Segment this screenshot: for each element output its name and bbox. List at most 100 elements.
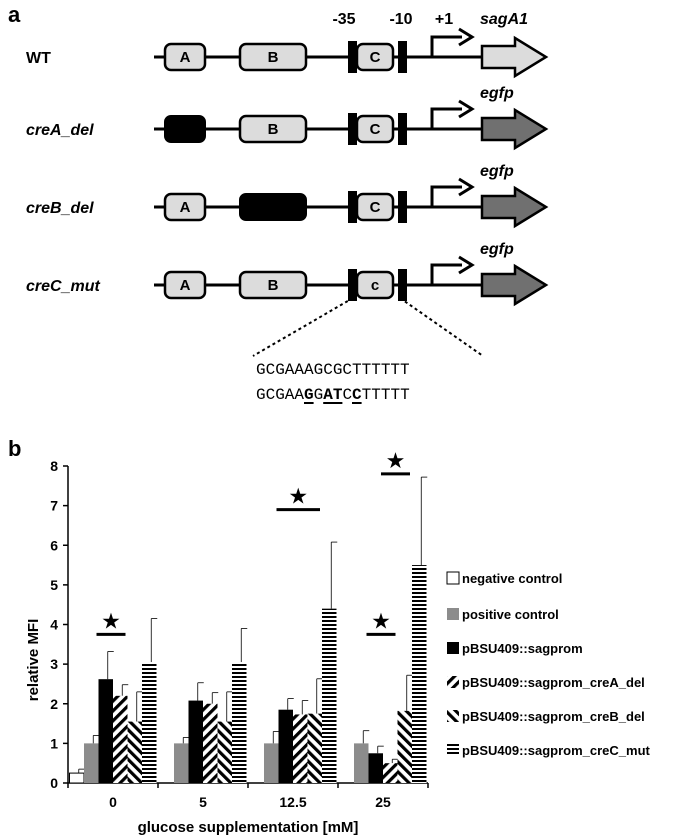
significance-star: ★: [101, 609, 121, 634]
box-c: [355, 42, 395, 72]
promoter-minus-35: [348, 41, 357, 73]
tss-arrow: [430, 35, 462, 57]
box-b: [238, 114, 308, 144]
gene-arrow: [480, 263, 549, 307]
box-a-label: A: [180, 49, 191, 66]
tss-arrow: [430, 107, 462, 129]
gene-arrow: [480, 35, 549, 79]
sequence-segment: C: [342, 386, 352, 404]
bar-pBSU409::sagprom_creB_del-12.5: [307, 713, 322, 783]
x-tick-label: 12.5: [279, 794, 306, 810]
bar-pBSU409::sagprom_creC_mut-25: [412, 565, 427, 783]
y-tick-label: 5: [50, 577, 58, 593]
zoom-line-right: [399, 297, 484, 357]
y-tick-label: 8: [50, 458, 58, 474]
box-a: [163, 270, 207, 300]
promoter-minus-10: [398, 269, 407, 301]
gene-label: sagA1: [480, 11, 528, 28]
x-axis-label: glucose supplementation [mM]: [138, 819, 359, 836]
bar-pBSU409::sagprom_creC_mut-12.5: [322, 608, 337, 783]
x-tick-label: 25: [375, 794, 391, 810]
panel-a-label: a: [8, 2, 21, 27]
marker-minus-35: -35: [332, 11, 355, 28]
tss-arrowhead: [458, 177, 475, 197]
y-tick-label: 2: [50, 696, 58, 712]
marker-plus-1: +1: [435, 11, 453, 28]
gene-label: egfp: [480, 85, 514, 102]
mutated-base: AT: [323, 386, 343, 404]
significance-star: ★: [288, 485, 308, 510]
gene-label: egfp: [480, 163, 514, 180]
y-axis-label: relative MFI: [25, 619, 42, 702]
box-a-deleted: [164, 115, 206, 143]
tss-arrow: [430, 185, 462, 207]
significance-star: ★: [386, 449, 406, 474]
tss-arrowhead: [458, 255, 475, 275]
box-a-label: A: [180, 199, 191, 216]
construct-name: creB_del: [26, 200, 94, 217]
legend-swatch: [446, 571, 460, 585]
bar-pBSU409::sagprom_creA_del-5: [203, 703, 218, 783]
y-tick-label: 0: [50, 775, 58, 791]
gene-label: egfp: [480, 241, 514, 258]
x-tick-label: 5: [199, 794, 207, 810]
tss-arrowhead: [458, 27, 475, 47]
box-c: [355, 114, 395, 144]
promoter-minus-35: [348, 191, 357, 223]
legend-swatch: [447, 744, 459, 756]
bar-pBSU409::sagprom-5: [188, 700, 203, 783]
tss-arrowhead: [458, 99, 475, 119]
y-tick-label: 3: [50, 656, 58, 672]
mutated-base: C: [352, 386, 362, 404]
box-c-label: C: [370, 199, 381, 216]
bar-pBSU409::sagprom_creA_del-12.5: [293, 714, 308, 783]
promoter-minus-10: [398, 113, 407, 145]
bar-pBSU409::sagprom-12.5: [278, 709, 293, 783]
bar-pBSU409::sagprom-0: [98, 679, 113, 783]
bar-pBSU409::sagprom_creA_del-25: [383, 763, 398, 783]
marker-minus-10: -10: [389, 11, 412, 28]
construct-name: WT: [26, 50, 51, 67]
gene-arrow: [480, 107, 549, 151]
zoom-line-left: [252, 297, 354, 357]
bar-pBSU409::sagprom_creB_del-5: [217, 721, 232, 783]
construct-name: creA_del: [26, 122, 94, 139]
bar-positive control-25: [354, 743, 369, 783]
sequence-segment: GCGAA: [256, 386, 304, 404]
construct-name: creC_mut: [26, 278, 100, 295]
legend-label: pBSU409::sagprom_creC_mut: [462, 743, 651, 758]
gene-arrow: [480, 185, 549, 229]
sequence-segment: TTTTT: [362, 386, 410, 404]
y-tick-label: 1: [50, 735, 58, 751]
legend-swatch: [447, 710, 459, 722]
promoter-minus-35: [348, 269, 357, 301]
panel-b-label: b: [8, 436, 21, 461]
sequence-mutant: GCGAAGGATCCTTTTT: [256, 386, 410, 404]
legend-label: pBSU409::sagprom_creB_del: [462, 709, 645, 724]
panel-b: b 0 1 2 3 4 5 6 7 8 0 5 12.5 25 ★ ★ ★ ★ relative MFI glu…: [8, 436, 651, 836]
promoter-minus-35: [348, 113, 357, 145]
bar-negative control-0: [69, 772, 85, 784]
legend: negative control positive control pBSU409:…: [446, 571, 651, 758]
legend-swatch: [447, 676, 459, 688]
box-c-label: C: [370, 49, 381, 66]
bar-pBSU409::sagprom_creB_del-0: [127, 721, 142, 783]
box-a: [163, 192, 207, 222]
significance-star: ★: [371, 609, 391, 634]
box-c-label: C: [370, 121, 381, 138]
legend-swatch: [447, 642, 459, 654]
tss-arrow: [430, 263, 462, 285]
box-b-label: B: [268, 121, 279, 138]
bar-positive control-5: [174, 743, 189, 783]
box-b-deleted: [239, 193, 307, 221]
mutated-base: G: [304, 386, 314, 404]
promoter-minus-10: [398, 191, 407, 223]
legend-swatch: [447, 608, 459, 620]
